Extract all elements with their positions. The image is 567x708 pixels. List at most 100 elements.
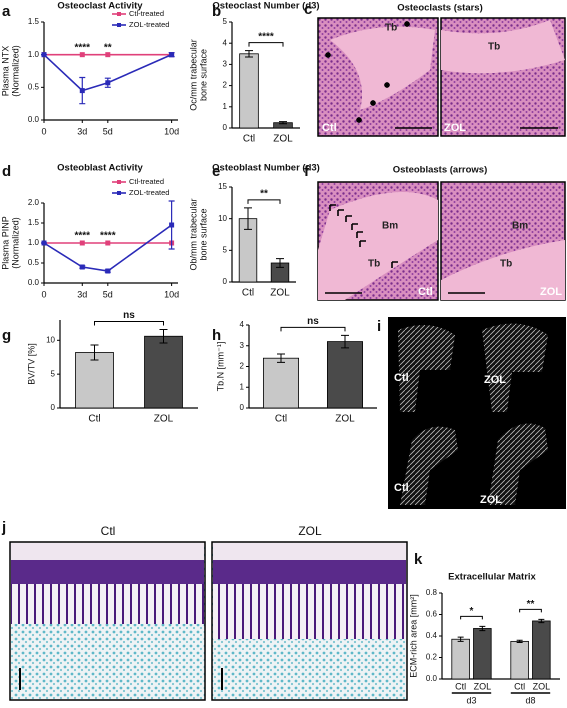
image-label: Ctl	[394, 372, 409, 384]
bar	[532, 620, 551, 680]
error-bar	[245, 50, 253, 58]
bone-region	[441, 240, 565, 300]
y-tick-label: 10	[46, 335, 55, 344]
y-tick-label: 0.8	[426, 588, 438, 597]
data-point	[41, 52, 47, 58]
panel-c: c Osteoclasts (stars) Tb Ctl Tb ZOL	[304, 1, 566, 137]
growth-plate	[213, 543, 406, 565]
data-point	[105, 268, 111, 274]
x-tick-label: Ctl	[242, 288, 254, 299]
data-point	[79, 88, 85, 94]
x-tick-label: ZOL	[474, 681, 492, 691]
x-tick-label: Ctl	[455, 681, 466, 691]
bone-render	[398, 325, 455, 412]
x-tick-label: Ctl	[243, 134, 255, 145]
y-tick-label: 1.0	[28, 50, 40, 59]
legend-label: Ctl-treated	[129, 9, 164, 18]
bar	[239, 53, 259, 129]
y-axis-label: Ob/mm trabecular	[188, 198, 198, 270]
bar	[510, 640, 529, 680]
legend-swatch	[117, 23, 121, 27]
trabeculae	[11, 584, 204, 624]
significance-bracket	[280, 326, 346, 332]
image-label: Ctl	[394, 482, 409, 494]
error-bar	[277, 353, 285, 363]
bone-render	[482, 323, 548, 412]
y-tick-label: 2.0	[28, 198, 40, 207]
image-label: Ctl	[101, 524, 116, 538]
x-tick-label: Ctl	[88, 414, 100, 425]
data-point	[105, 80, 111, 86]
y-axis-label: ECM-rich area [mm²]	[408, 594, 418, 678]
legend-swatch	[117, 12, 121, 16]
significance-bracket	[247, 199, 281, 204]
panel-letter: i	[377, 318, 381, 335]
image-label: Ctl	[418, 286, 433, 298]
y-tick-label: 4	[240, 320, 245, 329]
y-axis-label: (Normalized)	[10, 217, 20, 269]
y-tick-label: 1.5	[28, 218, 40, 227]
legend-label: Ctl-treated	[129, 177, 164, 186]
chart-panel: a Osteoclast Activity 0.0 0.5 1.0 1.5 Plasma N…	[0, 1, 179, 137]
image-label: Ctl	[322, 122, 337, 134]
y-tick-label: 1.5	[28, 17, 40, 26]
significance-bracket	[519, 608, 542, 613]
bar	[451, 638, 470, 680]
bone-region	[318, 192, 438, 300]
y-tick-label: 3	[240, 341, 245, 350]
significance-label: ns	[123, 310, 135, 321]
error-bar	[244, 207, 252, 230]
y-tick-label: 0	[223, 123, 228, 132]
bar	[144, 335, 183, 409]
error-bar	[90, 344, 99, 361]
y-tick-label: 15	[218, 182, 227, 191]
x-tick-label: Ctl	[275, 414, 287, 425]
error-bar	[159, 328, 168, 344]
panel-letter: c	[304, 1, 312, 18]
error-bar	[341, 334, 349, 349]
image-label: Tb	[385, 23, 397, 34]
image-label: Bm	[512, 221, 528, 232]
growth-plate	[11, 543, 204, 565]
panel-letter: e	[212, 163, 220, 180]
y-tick-label: 0.0	[28, 115, 40, 124]
y-axis-label: BV/TV [%]	[26, 343, 36, 385]
x-tick-label: ZOL	[154, 414, 174, 425]
y-tick-label: 0.0	[426, 674, 438, 683]
chart-title: Osteoblast Activity	[57, 163, 143, 174]
significance-label: ****	[258, 31, 274, 42]
image-label: ZOL	[298, 524, 322, 538]
panel-letter: g	[2, 327, 11, 344]
bone-render	[400, 426, 458, 505]
image-label: ZOL	[444, 122, 466, 134]
x-tick-label: 3d	[77, 126, 87, 136]
bar	[326, 341, 363, 409]
data-point	[79, 240, 85, 246]
y-axis-label: Plasma PINP	[0, 216, 10, 270]
image-label: ZOL	[480, 494, 502, 506]
y-axis-label: bone surface	[198, 208, 208, 260]
star-markers	[325, 21, 410, 123]
significance-label: ****	[100, 231, 116, 242]
y-axis-label: bone surface	[198, 49, 208, 101]
bar	[75, 352, 114, 409]
y-tick-label: 2	[223, 81, 228, 90]
bar	[473, 628, 492, 680]
error-bar	[479, 625, 486, 632]
data-point	[105, 52, 111, 58]
legend-label: ZOL-treated	[129, 20, 169, 29]
image-label: Bm	[382, 221, 398, 232]
error-bar	[276, 258, 284, 268]
series-line	[43, 224, 173, 272]
y-tick-label: 0	[51, 403, 56, 412]
bone-region	[330, 26, 435, 111]
x-tick-label: ZOL	[270, 288, 290, 299]
y-axis-label: Plasma NTX	[0, 46, 10, 97]
y-tick-label: 5	[223, 245, 228, 254]
panel-letter: a	[2, 3, 11, 20]
x-tick-label: 5d	[103, 289, 113, 299]
legend-label: ZOL-treated	[129, 188, 169, 197]
y-tick-label: 4	[223, 38, 228, 47]
bar	[262, 357, 299, 409]
error-bar	[279, 121, 287, 125]
